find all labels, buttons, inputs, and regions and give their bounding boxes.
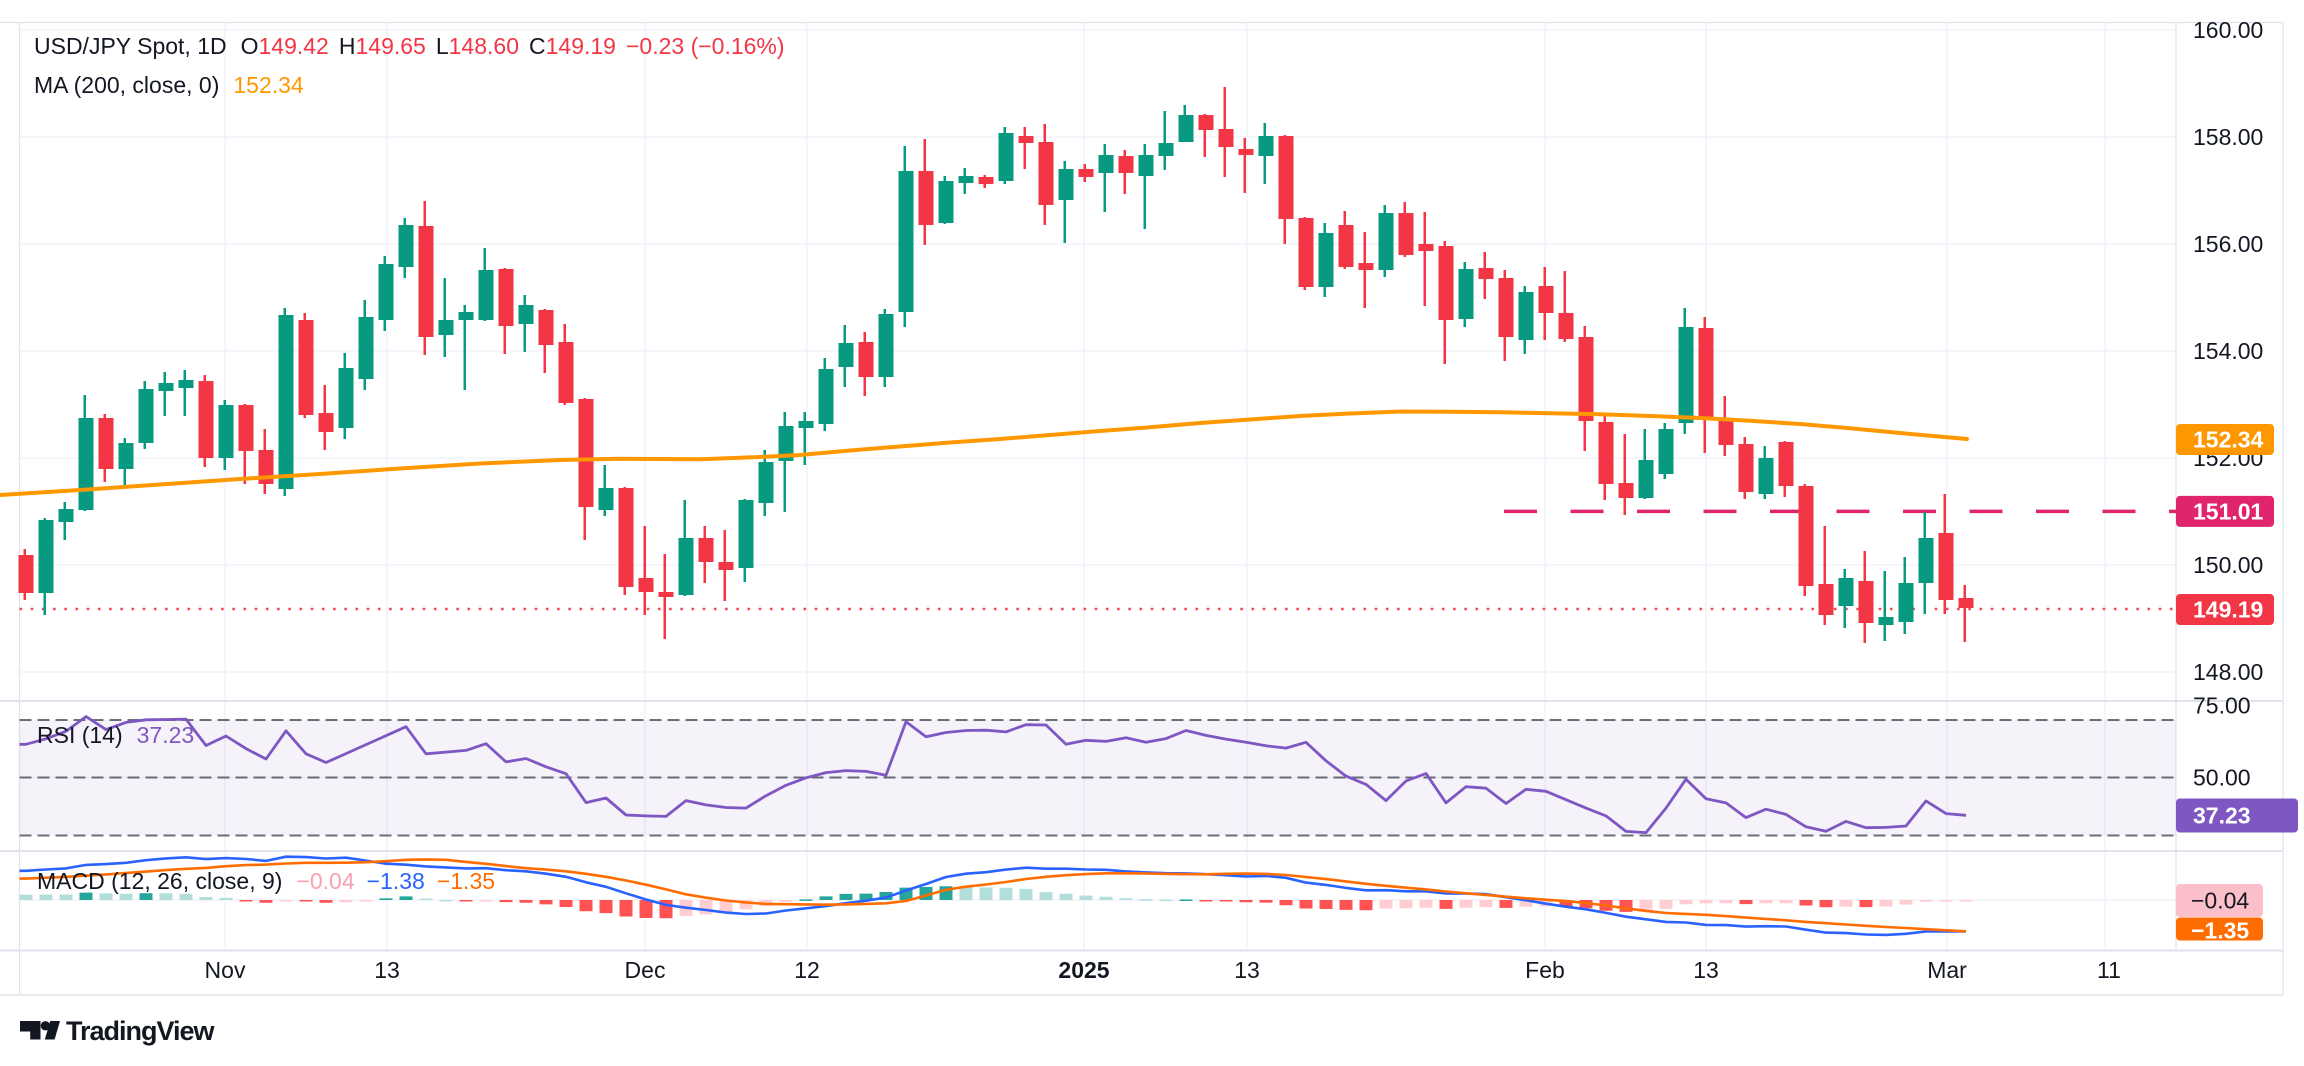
svg-text:MACD (12, 26, close, 9)−0.04−1: MACD (12, 26, close, 9) −0.04 −1.38 −1.35 xyxy=(37,868,495,894)
svg-text:13: 13 xyxy=(1693,957,1719,983)
svg-text:−0.04: −0.04 xyxy=(2191,888,2249,914)
svg-text:13: 13 xyxy=(1234,957,1260,983)
svg-text:50.00: 50.00 xyxy=(2193,765,2251,791)
svg-text:150.00: 150.00 xyxy=(2193,552,2263,578)
svg-text:Nov: Nov xyxy=(205,957,246,983)
svg-text:Feb: Feb xyxy=(1525,957,1565,983)
svg-text:160.00: 160.00 xyxy=(2193,17,2263,43)
svg-text:154.00: 154.00 xyxy=(2193,338,2263,364)
svg-text:151.01: 151.01 xyxy=(2193,498,2264,524)
svg-text:11: 11 xyxy=(2097,957,2121,983)
svg-text:148.00: 148.00 xyxy=(2193,659,2263,685)
svg-text:−1.35: −1.35 xyxy=(2191,918,2249,944)
svg-text:RSI (14)37.23: RSI (14) 37.23 xyxy=(37,722,194,748)
svg-text:Mar: Mar xyxy=(1927,957,1967,983)
svg-text:75.00: 75.00 xyxy=(2193,693,2251,719)
svg-text:158.00: 158.00 xyxy=(2193,124,2263,150)
svg-text:152.34: 152.34 xyxy=(2193,427,2264,453)
svg-text:2025: 2025 xyxy=(1058,957,1109,983)
svg-text:TradingView: TradingView xyxy=(66,1016,216,1046)
svg-text:12: 12 xyxy=(794,957,820,983)
svg-text:37.23: 37.23 xyxy=(2193,803,2251,829)
svg-text:13: 13 xyxy=(374,957,400,983)
svg-text:Dec: Dec xyxy=(625,957,666,983)
svg-text:MA (200, close, 0)152.34: MA (200, close, 0) 152.34 xyxy=(34,72,304,98)
svg-text:156.00: 156.00 xyxy=(2193,231,2263,257)
svg-text:149.19: 149.19 xyxy=(2193,597,2263,623)
